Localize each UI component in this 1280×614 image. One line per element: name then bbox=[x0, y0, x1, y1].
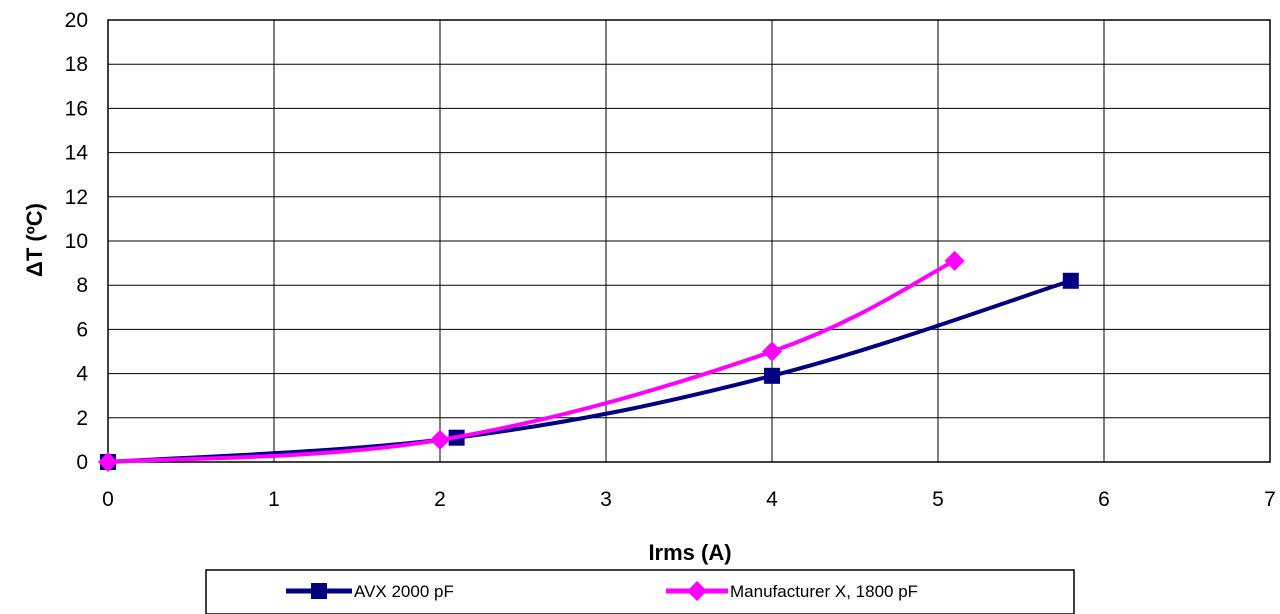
y-tick-label: 0 bbox=[76, 451, 88, 474]
legend-item-avx: AVX 2000 pF bbox=[286, 582, 454, 601]
data-point-square bbox=[1062, 272, 1079, 289]
y-tick-label: 16 bbox=[65, 97, 88, 120]
series-layer bbox=[98, 250, 1079, 472]
series-line bbox=[106, 278, 1073, 464]
x-tick-label: 3 bbox=[600, 488, 612, 511]
data-point-diamond bbox=[762, 341, 782, 362]
y-tick-label: 4 bbox=[76, 363, 88, 386]
x-tick-label: 0 bbox=[102, 488, 114, 511]
legend-item-manufacturer-x: Manufacturer X, 1800 pF bbox=[666, 581, 918, 601]
x-tick-label: 4 bbox=[766, 488, 778, 511]
series-line bbox=[106, 258, 957, 464]
y-tick-label: 18 bbox=[65, 53, 88, 76]
data-point-diamond bbox=[430, 429, 450, 450]
y-tick-label: 8 bbox=[76, 274, 88, 297]
diamond-marker-icon bbox=[687, 581, 707, 601]
data-point-diamond bbox=[944, 250, 965, 271]
plot-area-border bbox=[107, 19, 1271, 463]
y-tick-label: 10 bbox=[65, 230, 88, 253]
data-point-square bbox=[764, 367, 780, 384]
legend: AVX 2000 pF Manufacturer X, 1800 pF bbox=[205, 569, 1075, 614]
x-tick-label: 2 bbox=[434, 488, 446, 511]
y-tick-label: 2 bbox=[76, 407, 88, 430]
legend-label-avx: AVX 2000 pF bbox=[354, 582, 454, 601]
series-1 bbox=[98, 250, 965, 472]
y-tick-label: 12 bbox=[65, 186, 88, 209]
plot-frame bbox=[107, 19, 1271, 463]
y-tick-label: 14 bbox=[65, 142, 89, 165]
y-axis-title: ΔT (ºC) bbox=[22, 203, 47, 277]
y-tick-label: 6 bbox=[76, 318, 88, 341]
legend-label-manufacturer-x: Manufacturer X, 1800 pF bbox=[730, 582, 918, 601]
x-tick-label: 1 bbox=[268, 488, 280, 511]
x-axis-title: Irms (A) bbox=[648, 540, 731, 565]
x-tick-label: 6 bbox=[1098, 488, 1110, 511]
x-tick-label: 5 bbox=[932, 488, 944, 511]
series-0 bbox=[100, 272, 1079, 470]
y-tick-label: 20 bbox=[65, 9, 88, 32]
x-tick-label: 7 bbox=[1264, 488, 1276, 511]
square-marker-icon bbox=[311, 583, 327, 599]
data-point-diamond bbox=[98, 452, 118, 472]
